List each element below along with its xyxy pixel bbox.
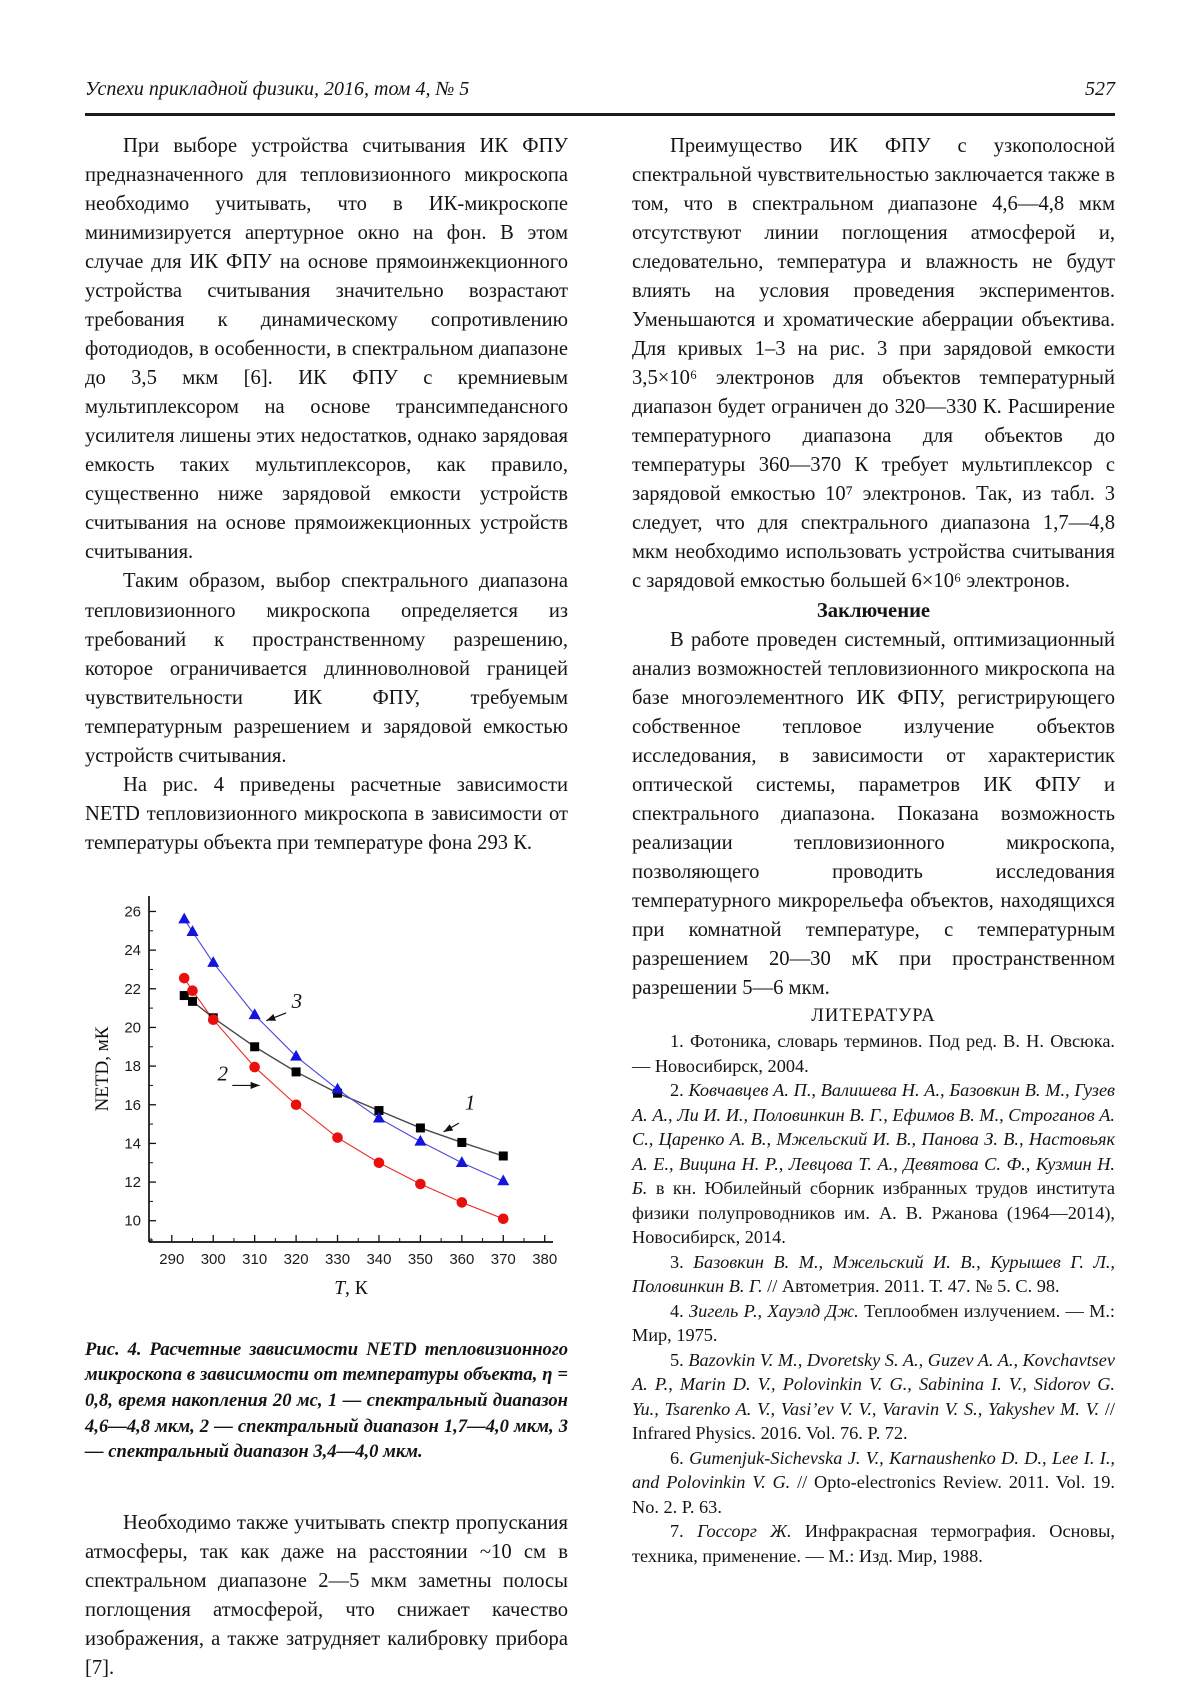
svg-text:24: 24 [124,942,141,959]
ref-text: // Автометрия. 2011. Т. 47. № 5. С. 98. [762,1276,1060,1297]
two-column-body: При выборе устройства считывания ИК ФПУ … [85,132,1115,1683]
ref-authors: Госсорг Ж. [683,1521,792,1542]
svg-text:26: 26 [124,903,141,920]
page-header: Успехи прикладной физики, 2016, том 4, №… [85,78,1115,116]
paragraph: На рис. 4 приведены расчетные зависимост… [85,773,568,854]
reference-list: 1. Фотоника, словарь терминов. Под ред. … [632,1029,1115,1568]
reference-item: 4. Зигель Р., Хауэлд Дж. Теплообмен излу… [632,1299,1115,1348]
ref-authors: Ковчавцев А. П., Валишева Н. А., Базовки… [632,1080,1115,1199]
page: Успехи прикладной физики, 2016, том 4, №… [85,78,1115,1683]
left-column: При выборе устройства считывания ИК ФПУ … [85,132,568,1683]
svg-text:300: 300 [201,1251,226,1268]
conclusion-heading: Заключение [816,599,931,622]
svg-text:340: 340 [366,1251,391,1268]
svg-text:3: 3 [291,989,303,1013]
paragraph: Преимущество ИК ФПУ с узкополосной спект… [632,135,1115,593]
netd-figure: 290 300 310 320 330 340 350 360 370 380 10 12 14 16 18… [91,882,568,1315]
reference-item: 3. Базовкин В. М., Мжельский И. В., Куры… [632,1250,1115,1299]
ref-text: // Opto-electronics Review. 2011. Vol. 1… [632,1472,1116,1517]
svg-text:14: 14 [124,1135,141,1152]
ref-number: 4. [670,1300,684,1321]
paragraph: Таким образом, выбор спектрального диапа… [85,570,568,767]
svg-text:22: 22 [124,981,141,998]
svg-text:12: 12 [124,1174,141,1191]
reference-item: 2. Ковчавцев А. П., Валишева Н. А., Базо… [632,1078,1115,1250]
page-number: 527 [1085,78,1115,100]
svg-text:320: 320 [284,1251,309,1268]
paragraph: При выборе устройства считывания ИК ФПУ … [85,135,568,564]
svg-text:1: 1 [465,1090,476,1114]
svg-text:310: 310 [242,1251,267,1268]
ref-authors: Зигель Р., Хауэлд Дж. [683,1300,859,1321]
svg-text:370: 370 [491,1251,516,1268]
svg-text:10: 10 [124,1213,141,1230]
figure-caption: Рис. 4. Расчетные зависимости NETD тепло… [85,1338,568,1463]
netd-chart-svg: 290 300 310 320 330 340 350 360 370 3801012141618… [92,895,557,1299]
literature-heading: ЛИТЕРАТУРА [811,1004,936,1026]
ref-number: 5. [670,1349,684,1370]
ref-authors: Bazovkin V. M., Dvoretsky S. A., Guzev A… [632,1349,1115,1419]
ref-text: // Infrared Physics. 2016. Vol. 76. P. 7… [632,1398,1115,1444]
svg-text:NETD, мК: NETD, мК [92,1026,113,1111]
ref-number: 7. [670,1521,684,1542]
ref-number: 1. [670,1031,684,1052]
svg-text:20: 20 [124,1019,141,1036]
reference-item: 1. Фотоника, словарь терминов. Под ред. … [632,1029,1115,1078]
ref-text: Теплообмен излучением. — М.: Мир, 1975. [632,1300,1115,1346]
svg-text:360: 360 [449,1251,474,1268]
reference-item: 7. Госсорг Ж. Инфракрасная термография. … [632,1519,1115,1568]
svg-text:350: 350 [408,1251,433,1268]
reference-item: 5. Bazovkin V. M., Dvoretsky S. A., Guze… [632,1348,1115,1446]
ref-text: Фотоника, словарь терминов. Под ред. В. … [632,1031,1115,1076]
svg-text:16: 16 [124,1097,141,1114]
conclusion-paragraph: В работе проведен системный, оптимизацио… [632,628,1115,999]
ref-authors: Базовкин В. М., Мжельский И. В., Курышев… [632,1251,1115,1297]
ref-authors: Gumenjuk-Sichevska J. V., Karnaushenko D… [632,1447,1115,1493]
svg-text:18: 18 [124,1058,141,1075]
ref-text: в кн. Юбилейный сборник избранных трудов… [632,1178,1115,1248]
ref-text: Инфракрасная термография. Основы, техник… [632,1521,1115,1566]
svg-text:380: 380 [532,1251,557,1268]
right-column: Преимущество ИК ФПУ с узкополосной спект… [632,132,1115,1683]
svg-text:330: 330 [325,1251,350,1268]
reference-item: 6. Gumenjuk-Sichevska J. V., Karnaushenk… [632,1446,1115,1520]
svg-text:T, К: T, К [334,1278,369,1299]
ref-number: 6. [670,1447,684,1468]
paragraph: Необходимо также учитывать спектр пропус… [85,1512,568,1680]
ref-number: 2. [670,1080,684,1101]
svg-text:2: 2 [218,1061,229,1085]
svg-text:290: 290 [159,1251,184,1268]
journal-title: Успехи прикладной физики, 2016, том 4, №… [85,78,470,100]
ref-number: 3. [670,1251,684,1272]
